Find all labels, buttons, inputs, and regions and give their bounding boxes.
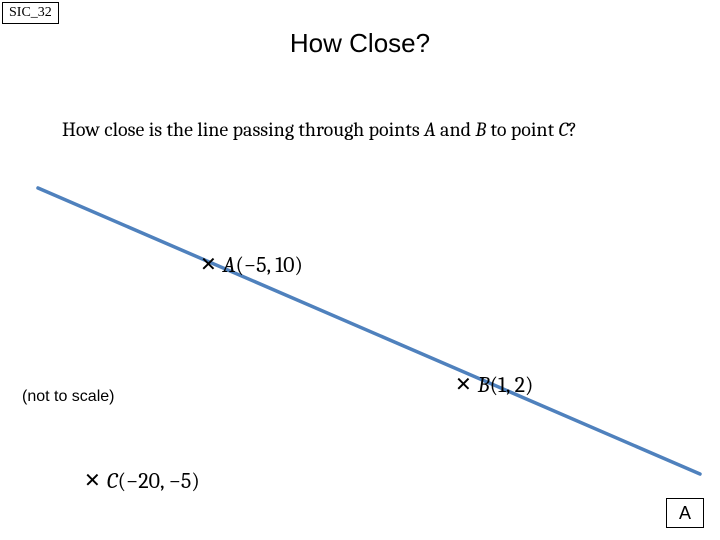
diagram-svg	[0, 0, 720, 540]
point-a: ✕A(−5, 10)	[200, 252, 303, 278]
point-c-coords: (−20, −5)	[118, 468, 200, 494]
question-mid2: to point	[486, 118, 558, 141]
point-a-label: A	[223, 252, 236, 278]
point-b-coords: (1, 2)	[490, 372, 534, 398]
answer-box[interactable]: A	[666, 498, 704, 528]
point-c: ✕C(−20, −5)	[84, 468, 200, 494]
slide-tag: SIC_32	[2, 2, 59, 24]
cross-icon: ✕	[200, 252, 217, 276]
question-text: How close is the line passing through po…	[62, 118, 577, 141]
point-c-label: C	[107, 468, 118, 494]
question-point-c: C	[558, 118, 568, 141]
cross-icon: ✕	[455, 372, 472, 396]
point-a-coords: (−5, 10)	[235, 252, 302, 278]
point-b: ✕B(1, 2)	[455, 372, 533, 398]
question-suffix: ?	[568, 118, 576, 141]
page-title: How Close?	[0, 28, 720, 59]
cross-icon: ✕	[84, 468, 101, 492]
question-prefix: How close is the line passing through po…	[62, 118, 424, 141]
question-mid1: and	[436, 118, 476, 141]
point-b-label: B	[478, 372, 490, 398]
question-point-a: A	[424, 118, 436, 141]
question-point-b: B	[475, 118, 486, 141]
not-to-scale-note: (not to scale)	[22, 388, 114, 406]
line-ab	[38, 188, 700, 474]
